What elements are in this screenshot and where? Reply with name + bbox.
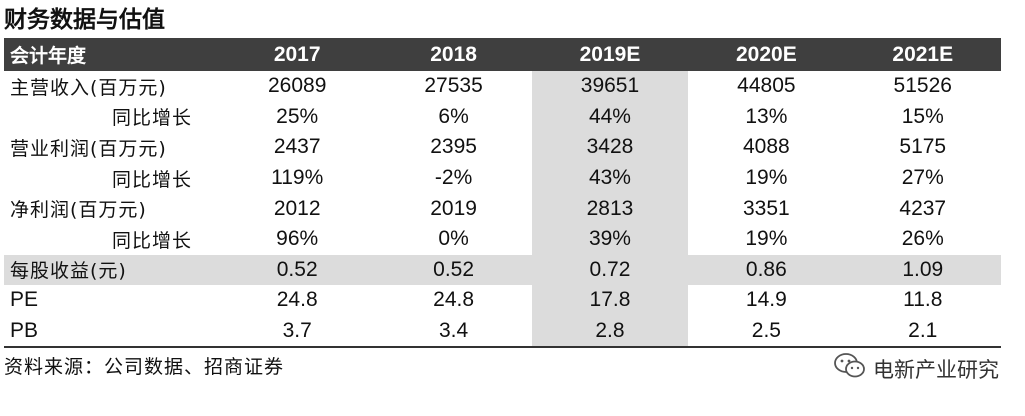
table-cell: 2019 <box>430 196 477 220</box>
table-header: 会计年度 2017 2018 2019E 2020E 2021E <box>4 38 1001 71</box>
table-cell: 44805 <box>737 74 796 98</box>
table-cell: 44% <box>531 101 689 133</box>
header-cell-2018: 2018 <box>430 42 477 66</box>
table-cell: 96% <box>276 227 319 251</box>
table-cell: 119% <box>271 166 324 190</box>
table-cell: 14.9 <box>745 288 787 312</box>
table-row: PB 3.7 3.4 2.8 2.5 2.1 <box>4 315 1001 347</box>
table-cell: 3428 <box>531 132 689 163</box>
table-cell: 19% <box>745 227 788 251</box>
page-title: 财务数据与估值 <box>4 6 165 33</box>
table-cell: 4088 <box>743 135 790 159</box>
row-label: 主营收入(百万元) <box>10 76 167 99</box>
table-row: 营业利润(百万元) 2437 2395 3428 4088 5175 <box>4 132 1001 163</box>
table-cell: 0% <box>438 227 469 251</box>
table-row: 同比增长 96% 0% 39% 19% 26% <box>4 223 1001 255</box>
table-cell: 3351 <box>743 196 790 220</box>
table-cell: 13% <box>745 104 788 128</box>
header-cell-2019e: 2019E <box>579 42 641 66</box>
row-label: PB <box>10 319 39 343</box>
table-cell: 15% <box>901 104 944 128</box>
table-cell: 3.4 <box>438 319 469 343</box>
table-row: PE 24.8 24.8 17.8 14.9 11.8 <box>4 285 1001 316</box>
table-cell: 17.8 <box>531 285 689 316</box>
table-cell: 19% <box>745 166 788 190</box>
table-cell: 1.09 <box>902 257 944 281</box>
table-row: 净利润(百万元) 2012 2019 2813 3351 4237 <box>4 193 1001 224</box>
table-row: 每股收益(元) 0.52 0.52 0.72 0.86 1.09 <box>4 254 1001 286</box>
table-cell: 2.5 <box>751 319 781 343</box>
row-label: 同比增长 <box>112 168 193 191</box>
table-cell: 0.52 <box>276 257 318 281</box>
row-label: 营业利润(百万元) <box>10 137 167 160</box>
table-row: 同比增长 119% -2% 43% 19% 27% <box>4 162 1001 194</box>
header-cell-label: 会计年度 <box>10 45 87 67</box>
table-cell: 4237 <box>899 196 947 220</box>
table-cell: 27% <box>901 166 944 190</box>
table-cell: 2.8 <box>531 315 689 347</box>
table-cell: 0.52 <box>433 257 475 281</box>
table-cell: 43% <box>531 162 689 194</box>
table-cell: 25% <box>276 104 319 128</box>
source-note: 资料来源：公司数据、招商证券 <box>4 356 285 378</box>
header-cell-2021e: 2021E <box>892 42 954 66</box>
wechat-icon <box>833 352 873 385</box>
table-cell: 51526 <box>893 74 952 98</box>
table-cell: 39651 <box>531 71 689 102</box>
row-label: 同比增长 <box>112 229 193 252</box>
table-cell: 26089 <box>267 74 327 98</box>
table-row: 同比增长 25% 6% 44% 13% 15% <box>4 101 1001 133</box>
watermark: 电新产业研究 <box>833 352 999 385</box>
table-cell: 6% <box>438 104 469 128</box>
row-label: PE <box>10 288 39 312</box>
row-label: 净利润(百万元) <box>10 199 147 222</box>
table-cell: 24.8 <box>433 288 475 312</box>
header-cell-2020e: 2020E <box>736 42 797 66</box>
table-cell: 2813 <box>531 193 689 224</box>
table-row: 主营收入(百万元) 26089 27535 39651 44805 51526 <box>4 71 1001 102</box>
table-cell: -2% <box>434 166 473 190</box>
table-cell: 5175 <box>899 135 947 159</box>
row-label: 每股收益(元) <box>10 260 127 283</box>
table-cell: 0.72 <box>531 254 689 286</box>
table-cell: 3.7 <box>282 319 312 343</box>
table-cell: 11.8 <box>903 288 943 312</box>
table-cell: 2.1 <box>908 319 938 343</box>
financial-table: 会计年度 2017 2018 2019E 2020E 2021E 主营收入(百万… <box>4 38 1001 349</box>
table-cell: 2395 <box>430 135 477 159</box>
watermark-text: 电新产业研究 <box>873 357 999 382</box>
row-label: 同比增长 <box>112 107 193 130</box>
header-cell-2017: 2017 <box>273 42 321 66</box>
table-cell: 26% <box>901 227 944 251</box>
table-cell: 0.86 <box>745 257 787 281</box>
table-cell: 39% <box>531 223 689 255</box>
table-cell: 24.8 <box>276 288 318 312</box>
table-cell: 2012 <box>273 196 321 220</box>
table-cell: 27535 <box>424 74 483 98</box>
table-cell: 2437 <box>273 135 321 159</box>
